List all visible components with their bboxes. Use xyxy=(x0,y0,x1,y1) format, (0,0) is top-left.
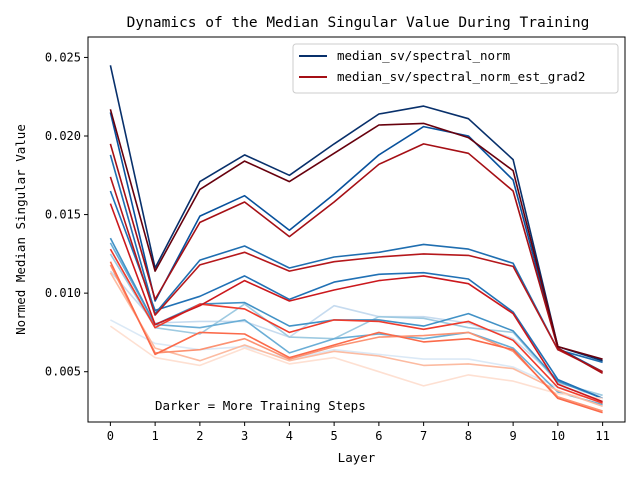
x-axis-label: Layer xyxy=(338,450,376,465)
y-tick-label: 0.010 xyxy=(45,286,81,300)
x-tick-label: 7 xyxy=(420,429,427,443)
legend-label-spectral-norm-est-grad2: median_sv/spectral_norm_est_grad2 xyxy=(337,69,585,84)
x-tick-label: 6 xyxy=(375,429,382,443)
x-axis-ticks: 0 1 2 3 4 5 6 7 8 9 10 11 xyxy=(107,422,610,443)
y-axis-label: Normed Median Singular Value xyxy=(13,124,28,335)
series-line-spectral-norm-est-grad2-14 xyxy=(109,203,603,403)
legend-box xyxy=(292,43,619,94)
x-tick-label: 2 xyxy=(196,429,203,443)
y-tick-label: 0.015 xyxy=(45,208,81,222)
series-line-spectral-norm-1 xyxy=(109,270,603,400)
x-tick-label: 10 xyxy=(551,429,565,443)
x-tick-label: 0 xyxy=(107,429,114,443)
series-line-spectral-norm-est-grad2-12 xyxy=(109,261,603,414)
legend: median_sv/spectral_norm median_sv/spectr… xyxy=(292,43,619,94)
plot-frame xyxy=(87,36,626,423)
series-line-spectral-norm-est-grad2-16 xyxy=(109,143,603,374)
x-tick-label: 4 xyxy=(286,429,293,443)
chart-title: Dynamics of the Median Singular Value Du… xyxy=(127,15,590,31)
x-tick-label: 5 xyxy=(331,429,338,443)
x-tick-label: 8 xyxy=(465,429,472,443)
series-line-spectral-norm-est-grad2-15 xyxy=(109,176,603,373)
series-line-spectral-norm-2 xyxy=(109,253,603,397)
series-line-spectral-norm-8 xyxy=(109,65,603,362)
series-line-spectral-norm-est-grad2-9 xyxy=(109,325,603,400)
series-line-spectral-norm-est-grad2-10 xyxy=(109,272,603,408)
series-line-spectral-norm-3 xyxy=(109,242,603,406)
series-line-spectral-norm-6 xyxy=(109,154,603,364)
series-line-spectral-norm-0 xyxy=(110,319,603,397)
y-tick-label: 0.025 xyxy=(45,50,81,64)
x-tick-label: 9 xyxy=(510,429,517,443)
x-tick-label: 1 xyxy=(152,429,159,443)
y-axis-ticks: 0.005 0.010 0.015 0.020 0.025 xyxy=(45,50,88,379)
series-lines xyxy=(109,65,603,414)
y-tick-label: 0.005 xyxy=(45,365,81,379)
chart-annotation: Darker = More Training Steps xyxy=(155,398,366,413)
series-line-spectral-norm-7 xyxy=(109,112,603,373)
series-line-spectral-norm-5 xyxy=(109,190,603,400)
x-tick-label: 3 xyxy=(241,429,248,443)
x-tick-label: 11 xyxy=(595,429,609,443)
series-line-spectral-norm-est-grad2-17 xyxy=(109,109,603,360)
legend-label-spectral-norm: median_sv/spectral_norm xyxy=(337,48,510,63)
y-tick-label: 0.020 xyxy=(45,129,81,143)
